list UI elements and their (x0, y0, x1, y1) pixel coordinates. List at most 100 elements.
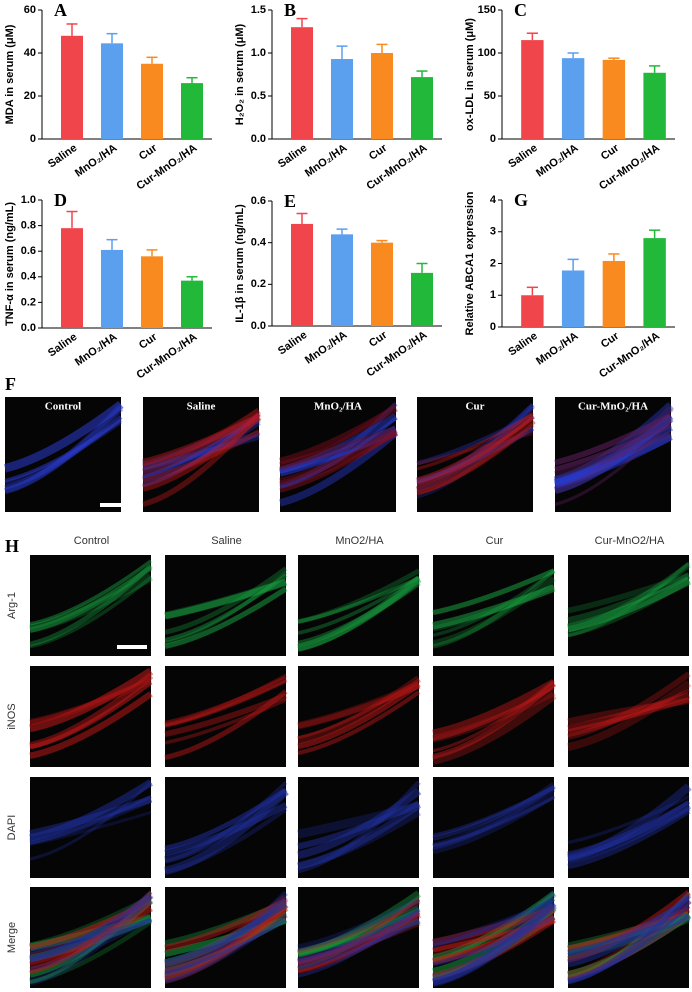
x-tick-label: Cur (367, 142, 390, 163)
y-tick-label: 150 (478, 4, 496, 16)
bar (101, 43, 123, 140)
tissue-strand (29, 892, 153, 963)
tissue-strand (29, 680, 153, 750)
x-tick-label: MnO₂/HA (534, 142, 580, 180)
tissue-strand (142, 408, 261, 470)
tissue-strand (432, 584, 556, 630)
tissue-strand (4, 405, 124, 495)
tissue-strand (432, 919, 555, 953)
y-axis-label: IL-1β in serum (ng/mL) (234, 204, 246, 323)
tissue-strand (297, 905, 421, 956)
micrograph-bg (568, 777, 689, 878)
tissue-strand (279, 434, 397, 474)
panel-letter: B (284, 0, 296, 20)
tissue-strand (567, 801, 692, 860)
panel-letter: E (284, 191, 296, 211)
tissue-strand (142, 413, 261, 479)
micrograph (297, 666, 422, 767)
bar (61, 35, 83, 139)
tissue-strand (432, 568, 556, 616)
tissue-strand (432, 901, 557, 987)
tissue-strand (297, 918, 420, 971)
micrograph (432, 887, 557, 988)
x-tick-label: MnO₂/HA (73, 331, 119, 369)
tissue-strand (416, 413, 535, 466)
tissue-strand (297, 908, 420, 978)
tissue-strand (164, 673, 287, 727)
tissue-strand (567, 697, 690, 734)
y-tick-label: 0.2 (21, 296, 36, 308)
tissue-strand (432, 785, 556, 841)
y-tick-label: 4 (490, 194, 497, 206)
tissue-strand (297, 800, 421, 850)
tissue-strand (432, 679, 557, 738)
tissue-strand (279, 425, 398, 477)
tissue-strand (29, 795, 153, 838)
tissue-strand (164, 802, 288, 857)
tissue-strand (432, 681, 556, 760)
tissue-strand (297, 580, 421, 647)
scale-bar (117, 645, 147, 649)
tissue-strand (416, 411, 534, 471)
x-tick-label: Cur (367, 329, 390, 350)
tissue-strand (567, 671, 691, 740)
tissue-strand (432, 897, 555, 948)
x-tick-label: MnO₂/HA (534, 330, 580, 368)
tissue-strand (567, 679, 692, 752)
tissue-strand (279, 416, 398, 489)
tissue-strand (297, 780, 421, 874)
panel-letter: F (5, 374, 16, 394)
tissue-strand (142, 413, 262, 492)
row-label: DAPI (6, 815, 18, 841)
tissue-strand (432, 787, 556, 850)
y-axis-label: TNF-α in serum (ng/mL) (4, 202, 16, 326)
tissue-strand (567, 800, 691, 861)
tissue-strand (29, 897, 153, 962)
tissue-strand (164, 906, 288, 973)
tissue-strand (297, 675, 422, 745)
bar (181, 280, 203, 328)
tissue-strand (164, 907, 288, 980)
y-tick-label: 0.8 (21, 220, 36, 232)
tissue-strand (164, 578, 288, 620)
micrograph (3, 397, 124, 512)
tissue-strand (297, 808, 421, 870)
tissue-strand (29, 677, 153, 726)
y-tick-label: 0.6 (251, 195, 266, 207)
tissue-strand (297, 911, 420, 973)
y-tick-label: 0.0 (251, 133, 266, 145)
x-tick-label: MnO₂/HA (303, 329, 349, 367)
y-tick-label: 0.0 (21, 322, 36, 334)
tissue-strand (29, 796, 153, 845)
bar (643, 72, 666, 139)
image-label: Saline (187, 401, 216, 413)
x-tick-label: Cur (599, 330, 622, 351)
y-tick-label: 0.6 (21, 245, 36, 257)
y-axis-label: ox-LDL in serum (μM) (464, 18, 476, 131)
tissue-strand (29, 919, 153, 985)
x-tick-label: Saline (506, 330, 539, 358)
tissue-strand (432, 568, 556, 649)
tissue-strand (164, 899, 288, 947)
tissue-strand (164, 689, 288, 761)
tissue-strand (432, 795, 555, 848)
tissue-strand (554, 423, 672, 471)
micrograph (297, 887, 422, 988)
tissue-strand (297, 906, 421, 962)
bar (561, 270, 585, 327)
tissue-strand (164, 897, 288, 952)
bar (602, 260, 626, 327)
tissue-strand (29, 779, 153, 842)
tissue-strand (142, 429, 261, 484)
x-tick-label: MnO₂/HA (73, 142, 119, 180)
y-tick-label: 0 (30, 133, 36, 145)
tissue-strand (297, 890, 422, 958)
tissue-strand (432, 900, 557, 986)
tissue-strand (29, 781, 153, 861)
bar (291, 223, 313, 326)
micrograph (432, 555, 556, 656)
tissue-strand (432, 583, 556, 632)
tissue-strand (29, 918, 152, 955)
tissue-strand (297, 681, 421, 750)
